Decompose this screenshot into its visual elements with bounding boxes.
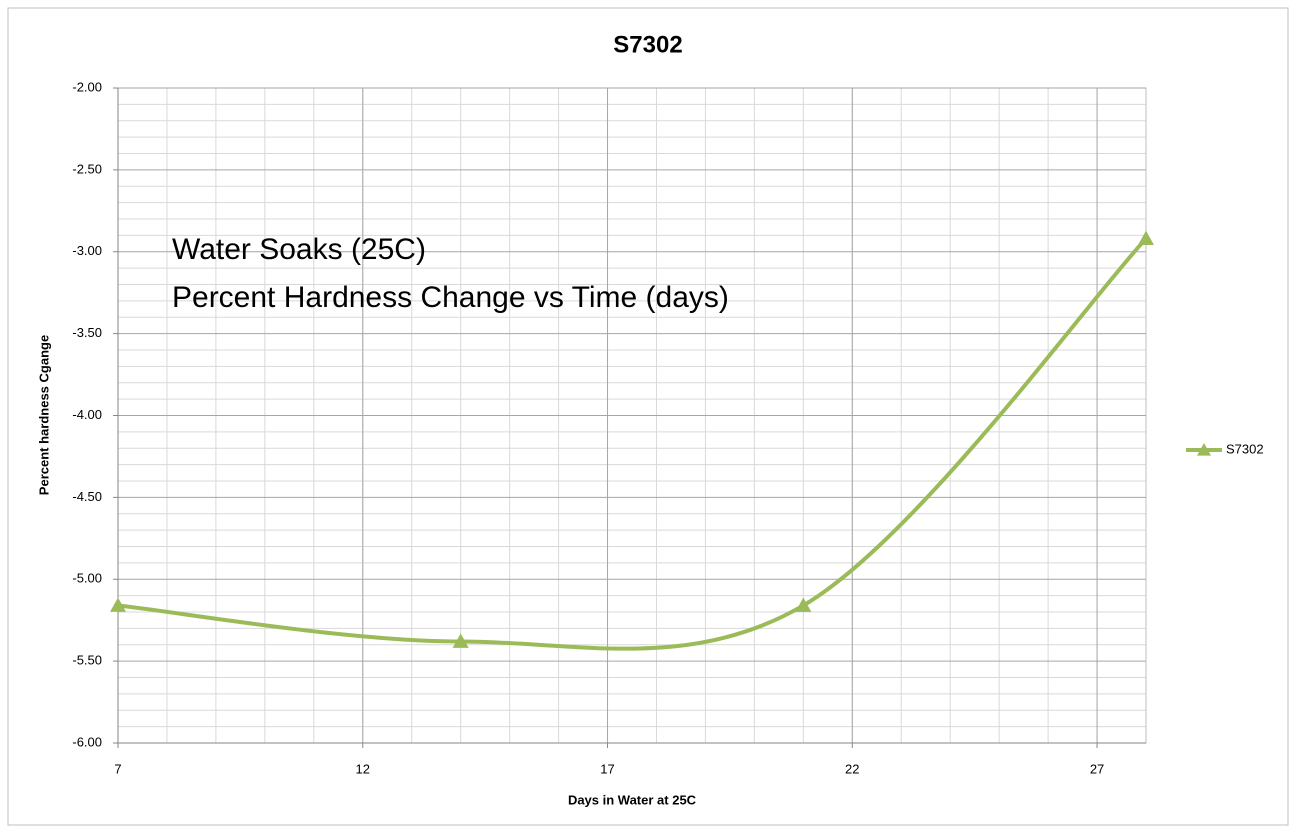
legend-label: S7302 <box>1226 441 1264 456</box>
annotation: Water Soaks (25C) <box>172 233 426 266</box>
y-tick-label: -6.00 <box>72 734 102 749</box>
chart-frame <box>7 7 1289 826</box>
y-axis-label: Percent hardness Cgange <box>36 335 51 495</box>
marker <box>452 633 469 648</box>
y-tick-label: -2.00 <box>72 79 102 94</box>
y-tick-label: -2.50 <box>72 161 102 176</box>
chart-title: S7302 <box>613 31 682 58</box>
y-tick-label: -4.00 <box>72 407 102 422</box>
x-tick-label: 27 <box>1090 761 1104 776</box>
marker <box>110 597 126 612</box>
y-tick-label: -5.50 <box>72 653 102 668</box>
marker <box>795 597 812 612</box>
y-tick-label: -4.50 <box>72 489 102 504</box>
y-tick-label: -5.00 <box>72 571 102 586</box>
x-tick-label: 12 <box>356 761 370 776</box>
x-tick-label: 17 <box>600 761 614 776</box>
y-tick-label: -3.50 <box>72 325 102 340</box>
y-tick-label: -3.00 <box>72 243 102 258</box>
series-line <box>116 236 1148 651</box>
annotation: Percent Hardness Change vs Time (days) <box>172 281 729 314</box>
legend-marker <box>1197 443 1211 456</box>
x-axis-label: Days in Water at 25C <box>568 792 697 807</box>
x-tick-label: 7 <box>114 761 121 776</box>
x-tick-label: 22 <box>845 761 859 776</box>
marker <box>1138 230 1154 246</box>
